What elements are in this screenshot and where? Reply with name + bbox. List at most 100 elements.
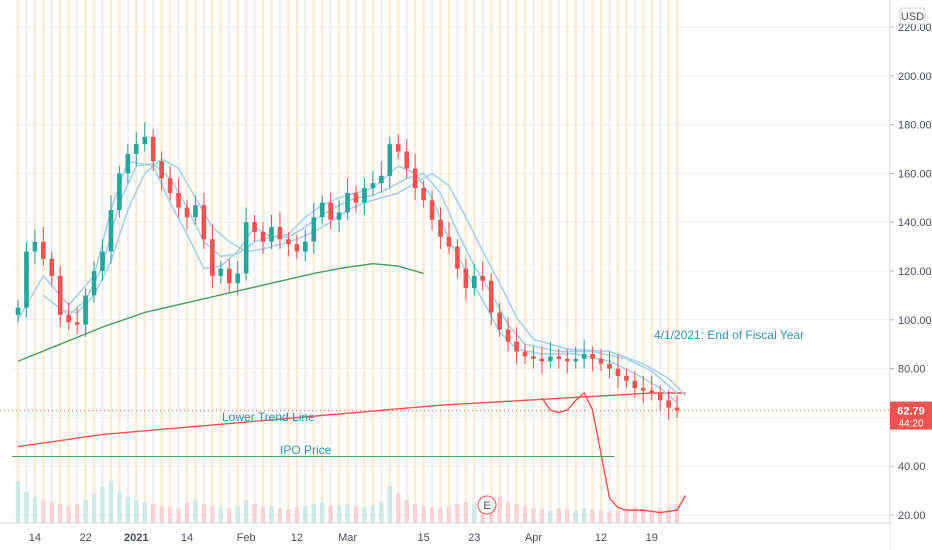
candle-body xyxy=(328,202,333,220)
session-band xyxy=(633,0,637,523)
candle-body xyxy=(480,275,486,281)
candle xyxy=(590,346,595,372)
candle-body xyxy=(311,217,317,242)
forecast-path xyxy=(541,392,687,514)
volume-bar xyxy=(151,504,156,523)
candle xyxy=(438,207,443,250)
session-band xyxy=(447,0,451,523)
session-band xyxy=(143,0,146,523)
session-band xyxy=(337,0,341,523)
candle-body xyxy=(564,358,570,362)
candle xyxy=(404,139,409,179)
volume-bar xyxy=(429,507,435,523)
session-band xyxy=(135,0,138,523)
candle xyxy=(480,261,486,291)
candle xyxy=(311,202,317,254)
x-tick-label: Apr xyxy=(525,532,542,544)
candle xyxy=(66,302,71,330)
session-band xyxy=(253,0,256,523)
candle-body xyxy=(184,207,190,218)
volume-bar xyxy=(598,510,604,523)
candle-body xyxy=(150,136,156,162)
volume-bar xyxy=(666,507,671,523)
volume-bar xyxy=(674,504,680,523)
candle xyxy=(353,185,359,213)
volume-bar xyxy=(353,506,359,523)
candle xyxy=(277,212,283,250)
candle-body xyxy=(472,275,477,289)
x-tick-label: 12 xyxy=(595,532,607,544)
candle-body xyxy=(218,268,224,276)
candle-body xyxy=(607,363,612,369)
candle xyxy=(269,214,274,250)
session-band xyxy=(490,0,493,523)
price-axis-bg[interactable] xyxy=(890,0,932,550)
volume-bar xyxy=(336,506,342,523)
volume-bar xyxy=(463,502,469,523)
volume-bar xyxy=(49,502,54,523)
volume-bar xyxy=(193,499,198,523)
candle xyxy=(421,180,426,208)
volume-bar xyxy=(641,509,646,523)
session-band xyxy=(67,0,70,523)
volume-bar xyxy=(15,481,21,523)
candle-body xyxy=(32,241,38,252)
y-tick-label: 120.00 xyxy=(898,266,932,278)
candle xyxy=(370,170,376,196)
volume-bar xyxy=(277,508,283,523)
volume-bar xyxy=(320,502,325,523)
volume-bar xyxy=(446,506,452,523)
session-band xyxy=(304,0,307,523)
candle xyxy=(624,368,629,389)
session-band xyxy=(599,0,603,523)
session-band xyxy=(278,0,282,523)
session-band xyxy=(295,0,299,523)
volume-bar xyxy=(590,509,595,523)
volume-bar xyxy=(74,504,80,523)
candle-body xyxy=(100,251,105,271)
candle xyxy=(573,346,578,369)
candle-body xyxy=(412,168,418,189)
candle xyxy=(446,222,452,254)
candle-body xyxy=(252,222,257,232)
volume-bar xyxy=(548,510,553,523)
volume-bar xyxy=(24,491,29,523)
candle-body xyxy=(243,222,249,274)
candle xyxy=(32,229,38,264)
candle xyxy=(666,390,671,420)
candle xyxy=(218,261,224,284)
candle xyxy=(108,195,114,264)
candle xyxy=(150,129,156,171)
candle-body xyxy=(108,210,114,252)
candle-body xyxy=(91,271,97,296)
candle xyxy=(49,251,55,286)
session-band xyxy=(371,0,375,523)
session-band xyxy=(549,0,552,523)
candle-body xyxy=(294,244,300,252)
volume-bar xyxy=(632,507,638,523)
candle xyxy=(379,161,384,193)
candle xyxy=(556,349,562,369)
candle xyxy=(235,261,240,296)
ma-green-line xyxy=(17,262,424,362)
ipo-price-annotation: IPO Price xyxy=(280,443,332,457)
session-band xyxy=(261,0,265,523)
x-tick-label: Mar xyxy=(338,532,357,544)
candle-body xyxy=(556,356,562,359)
time-axis-bg[interactable] xyxy=(0,523,890,550)
volume-bar xyxy=(125,496,131,523)
candle xyxy=(615,353,621,389)
volume-bars xyxy=(15,481,680,523)
candle-body xyxy=(353,192,359,203)
candle xyxy=(142,122,148,152)
session-band xyxy=(422,0,425,523)
volume-bar xyxy=(252,504,257,523)
volume-bar xyxy=(480,506,485,523)
candle-body xyxy=(226,268,232,284)
volume-bar xyxy=(227,508,232,523)
candle-body xyxy=(615,368,621,376)
candle-body xyxy=(438,219,443,237)
x-tick-label: 2021 xyxy=(124,532,148,544)
